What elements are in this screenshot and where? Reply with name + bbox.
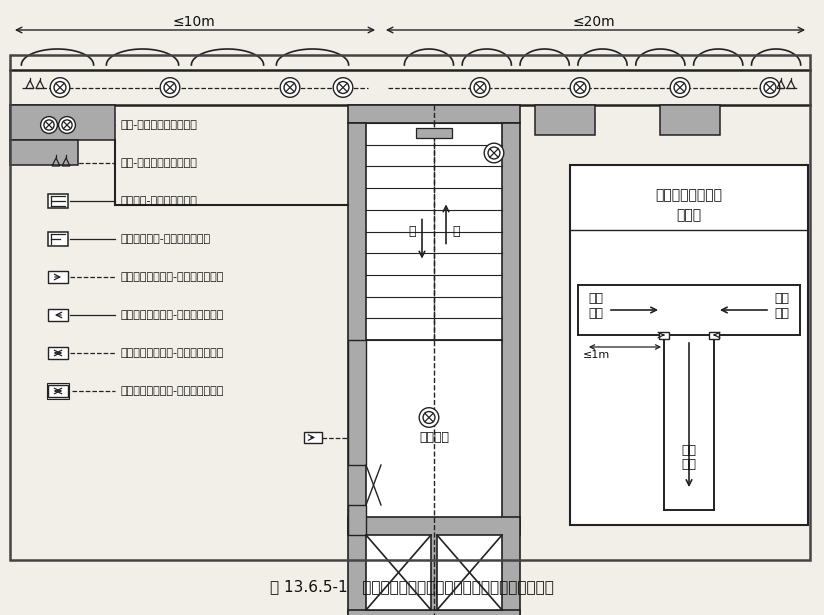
Circle shape: [40, 117, 58, 133]
Circle shape: [50, 77, 70, 97]
Bar: [48, 232, 68, 246]
Bar: [502, 123, 520, 535]
Bar: [48, 194, 68, 208]
Text: 灯布置: 灯布置: [677, 208, 701, 222]
Text: 下: 下: [408, 225, 416, 238]
Bar: [10, 140, 78, 165]
Circle shape: [419, 408, 439, 427]
Bar: [660, 105, 720, 135]
Bar: [47, 383, 69, 399]
Text: 单面左向疏散指示-消防应急标志灯: 单面左向疏散指示-消防应急标志灯: [120, 310, 223, 320]
Text: 交叉疏散走道标志: 交叉疏散走道标志: [656, 188, 723, 202]
Text: 图 13.6.5-1   疏散走道、防烟楼梯间及前室疏散照明布置示意: 图 13.6.5-1 疏散走道、防烟楼梯间及前室疏散照明布置示意: [270, 579, 554, 595]
Text: 壁装-消防应急疏散照明灯: 壁装-消防应急疏散照明灯: [120, 158, 197, 168]
Text: 层号疏散指示-消防应急标志灯: 层号疏散指示-消防应急标志灯: [120, 234, 210, 244]
Bar: [304, 432, 322, 443]
Circle shape: [333, 77, 353, 97]
Bar: [366, 123, 502, 535]
Bar: [48, 347, 68, 359]
Bar: [348, 340, 366, 465]
Text: 原装-消防应急疏散照明灯: 原装-消防应急疏散照明灯: [120, 120, 197, 130]
Circle shape: [471, 77, 489, 97]
Text: 疏散: 疏散: [681, 443, 696, 456]
Text: 方向: 方向: [681, 459, 696, 472]
Text: ≤10m: ≤10m: [172, 15, 215, 29]
Text: ≤20m: ≤20m: [573, 15, 616, 29]
Text: 双面双向疏散指示-消防应急标志灯: 双面双向疏散指示-消防应急标志灯: [120, 386, 223, 396]
Text: 疏散: 疏散: [775, 292, 789, 304]
Bar: [10, 55, 810, 560]
Bar: [48, 309, 68, 321]
Circle shape: [670, 77, 690, 97]
Bar: [348, 505, 366, 535]
Text: 疏散: 疏散: [588, 292, 603, 304]
Circle shape: [160, 77, 180, 97]
Text: 方向: 方向: [775, 306, 789, 320]
Circle shape: [761, 77, 780, 97]
Bar: [48, 271, 68, 283]
Bar: [416, 128, 452, 138]
Circle shape: [570, 77, 590, 97]
Bar: [437, 535, 502, 610]
Text: 上: 上: [452, 225, 460, 238]
Bar: [10, 105, 115, 140]
Bar: [709, 331, 719, 338]
Bar: [570, 165, 808, 525]
Bar: [366, 535, 431, 610]
Bar: [659, 331, 669, 338]
Circle shape: [280, 77, 300, 97]
Bar: [48, 385, 68, 397]
Text: 安全出口-消防应急标志灯: 安全出口-消防应急标志灯: [120, 196, 197, 206]
Text: 单面右向疏散指示-消防应急标志灯: 单面右向疏散指示-消防应急标志灯: [120, 272, 223, 282]
Bar: [348, 123, 366, 535]
Bar: [535, 105, 595, 135]
Text: 方向: 方向: [588, 306, 603, 320]
Circle shape: [485, 143, 503, 163]
Bar: [348, 610, 520, 615]
Text: 单面双向疏散指示-消防应急标志灯: 单面双向疏散指示-消防应急标志灯: [120, 348, 223, 358]
Bar: [348, 105, 520, 123]
Text: ≤1m: ≤1m: [583, 350, 611, 360]
Circle shape: [59, 117, 76, 133]
Text: 合用前室: 合用前室: [419, 431, 449, 444]
Bar: [348, 517, 520, 615]
